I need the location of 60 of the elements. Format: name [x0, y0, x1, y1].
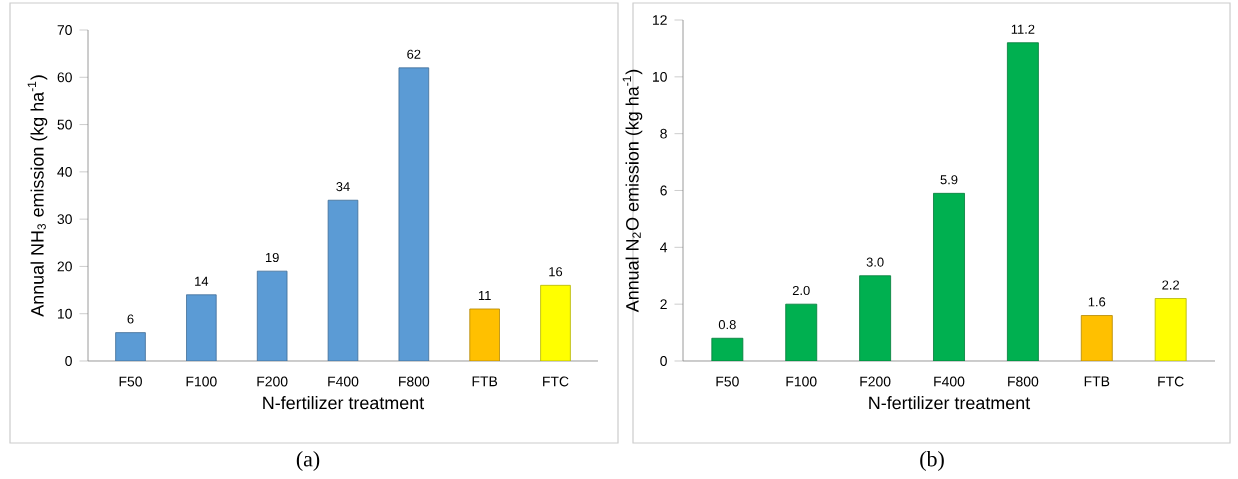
- data-label: 34: [336, 182, 350, 192]
- y-tick-label: 6: [660, 185, 667, 196]
- bar: [859, 275, 892, 361]
- x-tick-label: F400: [934, 376, 965, 387]
- y-tick-label: 4: [660, 242, 668, 253]
- data-label: 3.0: [866, 257, 884, 267]
- y-tick-label: 10: [58, 308, 72, 319]
- data-label: 19: [265, 252, 279, 263]
- x-tick-label: F200: [860, 376, 891, 387]
- data-label: 2.0: [792, 285, 810, 296]
- x-tick-label: FTC: [543, 376, 569, 387]
- y-axis-title: Annual NH$_{3}$ emission (kg ha$^{-1}$): [27, 75, 48, 317]
- y-tick-label: 20: [57, 261, 72, 272]
- data-label: 11.2: [1011, 24, 1035, 34]
- x-tick-label: FTC: [1158, 376, 1184, 387]
- data-label: 5.9: [940, 175, 958, 185]
- data-label: 16: [549, 267, 563, 277]
- x-tick-label: F400: [328, 376, 359, 387]
- bar: [115, 332, 146, 361]
- x-tick-label: FTB: [1084, 376, 1110, 387]
- bar: [1080, 315, 1113, 361]
- bar: [256, 270, 288, 361]
- data-label: 11: [478, 291, 491, 300]
- data-label: 2.2: [1162, 280, 1179, 290]
- y-tick-label: 40: [57, 166, 72, 177]
- y-tick-label: 0: [660, 356, 667, 366]
- x-tick-label: F800: [1008, 376, 1039, 387]
- y-axis-title: Annual N$_{2}$O emission (kg ha$^{-1}$): [622, 69, 643, 313]
- x-tick-label: F800: [399, 376, 430, 387]
- x-tick-label: F50: [119, 376, 142, 387]
- y-tick-label: 70: [57, 25, 72, 35]
- y-tick-label: 10: [653, 71, 667, 82]
- x-tick-label: FTB: [472, 376, 498, 387]
- data-label: 0.8: [718, 320, 736, 330]
- bar: [540, 284, 571, 361]
- y-tick-label: 50: [57, 119, 72, 130]
- y-tick-label: 0: [65, 356, 72, 366]
- data-label: 1.6: [1088, 297, 1106, 307]
- bar: [933, 192, 965, 361]
- y-tick-label: 2: [660, 299, 667, 310]
- bar: [1154, 298, 1187, 361]
- data-label: 14: [195, 276, 209, 286]
- y-tick-label: 30: [57, 214, 72, 225]
- x-axis-title: N-fertilizer treatment: [263, 396, 425, 410]
- x-tick-label: F100: [186, 376, 217, 387]
- y-tick-label: 8: [660, 128, 667, 139]
- x-tick-label: F200: [257, 376, 288, 387]
- bar: [1006, 42, 1039, 361]
- y-tick-label: 12: [653, 15, 667, 25]
- text: (a): [296, 451, 320, 471]
- y-tick-label: 60: [57, 72, 72, 83]
- text: (b): [920, 451, 944, 471]
- bar: [469, 308, 500, 361]
- bar: [398, 67, 430, 361]
- bar: [186, 294, 217, 361]
- data-label: 62: [407, 49, 421, 59]
- x-axis-title: N-fertilizer treatment: [869, 396, 1031, 410]
- x-tick-label: F100: [786, 376, 817, 387]
- data-label: 6: [127, 314, 134, 324]
- x-tick-label: F50: [716, 376, 739, 387]
